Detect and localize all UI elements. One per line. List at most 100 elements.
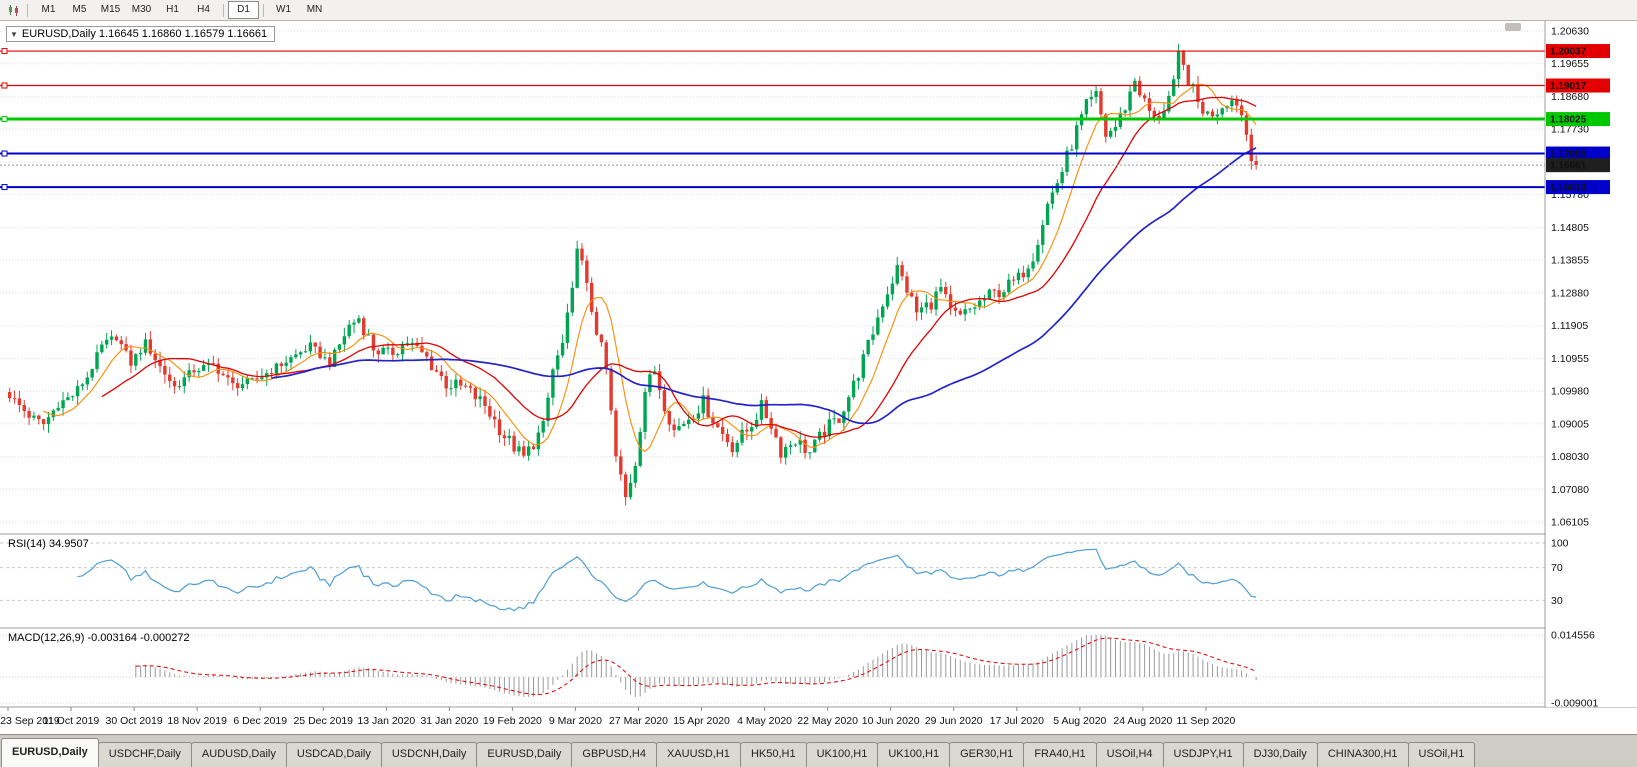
date-axis-label: 24 Aug 2020 xyxy=(1113,715,1172,727)
candle-body xyxy=(570,287,574,313)
candle-body xyxy=(352,322,356,325)
candle-body xyxy=(730,442,735,453)
date-axis-label: 11 Sep 2020 xyxy=(1177,715,1236,727)
chart-tab-usoil-h1[interactable]: USOil,H1 xyxy=(1407,742,1476,767)
chart-tab-hk50-h1[interactable]: HK50,H1 xyxy=(739,742,807,767)
line-handle[interactable] xyxy=(1,116,8,123)
chevron-down-icon[interactable]: ▼ xyxy=(10,29,18,39)
chart-tab-usoil-h4[interactable]: USOil,H4 xyxy=(1095,742,1164,767)
chart-tab-fra40-h1[interactable]: FRA40,H1 xyxy=(1023,742,1097,767)
candle-body xyxy=(376,350,380,355)
timeframe-button-m1[interactable]: M1 xyxy=(41,4,56,15)
date-axis-label: 5 Aug 2020 xyxy=(1053,715,1106,727)
candle-body xyxy=(914,296,919,313)
line-handle[interactable] xyxy=(1,82,8,89)
chart-tab-audusd-daily[interactable]: AUDUSD,Daily xyxy=(190,742,287,767)
chart-tab-usdjpy-h1[interactable]: USDJPY,H1 xyxy=(1162,742,1244,767)
candle-body xyxy=(890,283,895,295)
timeframe-button-h1[interactable]: H1 xyxy=(166,4,179,15)
chart-tab-eurusd-daily[interactable]: EURUSD,Daily xyxy=(476,742,573,767)
candle-body xyxy=(560,342,565,356)
candle-body xyxy=(706,395,710,418)
candle-body xyxy=(754,419,759,428)
price-chart-canvas[interactable]: 1.206301.196551.186801.177301.167551.157… xyxy=(0,21,1637,734)
chart-scrollbar-thumb[interactable] xyxy=(1505,23,1521,31)
candle-body xyxy=(793,444,798,446)
candle-body xyxy=(691,418,696,420)
line-handle[interactable] xyxy=(1,150,8,157)
candle-body xyxy=(876,317,880,335)
candle-body xyxy=(764,400,768,419)
chart-tab-usdcnh-daily[interactable]: USDCNH,Daily xyxy=(380,742,478,767)
price-axis[interactable] xyxy=(1546,21,1637,707)
candle-body xyxy=(1215,114,1220,117)
candle-body xyxy=(1104,114,1108,137)
candle-body xyxy=(881,306,885,318)
chart-tab-uk100-h1[interactable]: UK100,H1 xyxy=(805,742,879,767)
candle-body xyxy=(1108,130,1113,137)
candle-body xyxy=(357,318,361,323)
chart-tab-usdcad-daily[interactable]: USDCAD,Daily xyxy=(285,742,382,767)
candle-body xyxy=(454,379,458,389)
candle-body xyxy=(279,363,283,366)
timeframe-button-m15[interactable]: M15 xyxy=(100,4,121,15)
timeframe-button-w1[interactable]: W1 xyxy=(276,4,291,15)
candle-body xyxy=(90,368,94,378)
timeframe-buttons-group: M1 M5 M15 M30 H1 H4 D1 W1 MN xyxy=(33,1,330,19)
candle-body xyxy=(1036,244,1040,262)
candle-body xyxy=(66,397,70,401)
chart-tab-ger30-h1[interactable]: GER30,H1 xyxy=(949,742,1025,767)
price-axis-label: 1.10955 xyxy=(1551,353,1589,365)
candle-body xyxy=(400,344,405,355)
candle-body xyxy=(716,423,720,428)
chart-tab-eurusd-daily[interactable]: EURUSD,Daily xyxy=(1,738,99,767)
candle-body xyxy=(657,371,662,391)
candle-body xyxy=(1094,91,1098,98)
candle-body xyxy=(774,428,778,438)
chart-tab-dj30-daily[interactable]: DJ30,Daily xyxy=(1242,742,1318,767)
candle-body xyxy=(788,445,793,447)
line-handle[interactable] xyxy=(1,48,8,55)
timeframe-button-mn[interactable]: MN xyxy=(306,4,323,15)
candle-body xyxy=(410,342,414,344)
candle-body xyxy=(861,354,865,379)
timeframe-button-m5[interactable]: M5 xyxy=(72,4,87,15)
candle-body xyxy=(502,435,507,439)
price-gridlines xyxy=(0,30,1545,523)
timeframe-button-m30[interactable]: M30 xyxy=(131,4,152,15)
candle-body xyxy=(119,340,123,345)
candle-body xyxy=(871,334,875,340)
candles-layer xyxy=(8,43,1258,506)
timeframe-button-d1[interactable]: D1 xyxy=(228,1,259,19)
timeframe-button-h4[interactable]: H4 xyxy=(197,4,210,15)
candle-body xyxy=(958,310,962,315)
rsi-axis-label: 30 xyxy=(1551,595,1563,607)
candle-body xyxy=(255,378,259,380)
candle-body xyxy=(575,248,579,288)
candle-body xyxy=(745,429,749,432)
candle-body xyxy=(536,432,541,450)
line-handle[interactable] xyxy=(1,184,8,191)
candle-body xyxy=(109,336,114,340)
candle-body xyxy=(449,388,453,390)
candlestick-chart-icon[interactable] xyxy=(4,2,22,18)
chart-tab-uk100-h1[interactable]: UK100,H1 xyxy=(877,742,951,767)
date-axis-label: 22 May 2020 xyxy=(797,715,858,727)
price-axis-label: 1.13855 xyxy=(1551,255,1589,267)
candle-body xyxy=(900,265,904,277)
candle-body xyxy=(197,370,201,373)
candle-body xyxy=(827,419,832,437)
rsi-panel xyxy=(0,542,1545,612)
toolbar-separator xyxy=(27,3,28,17)
chart-window[interactable]: 1.206301.196551.186801.177301.167551.157… xyxy=(0,21,1637,734)
price-axis-label: 1.11905 xyxy=(1551,320,1588,332)
chart-tab-xauusd-h1[interactable]: XAUUSD,H1 xyxy=(655,742,741,767)
candle-body xyxy=(425,352,429,357)
chart-tab-gbpusd-h4[interactable]: GBPUSD,H4 xyxy=(571,742,657,767)
candle-body xyxy=(1205,111,1210,114)
chart-tab-usdchf-daily[interactable]: USDCHF,Daily xyxy=(97,742,192,767)
candle-body xyxy=(973,307,977,309)
candle-body xyxy=(221,373,225,376)
chart-tab-china300-h1[interactable]: CHINA300,H1 xyxy=(1316,742,1409,767)
